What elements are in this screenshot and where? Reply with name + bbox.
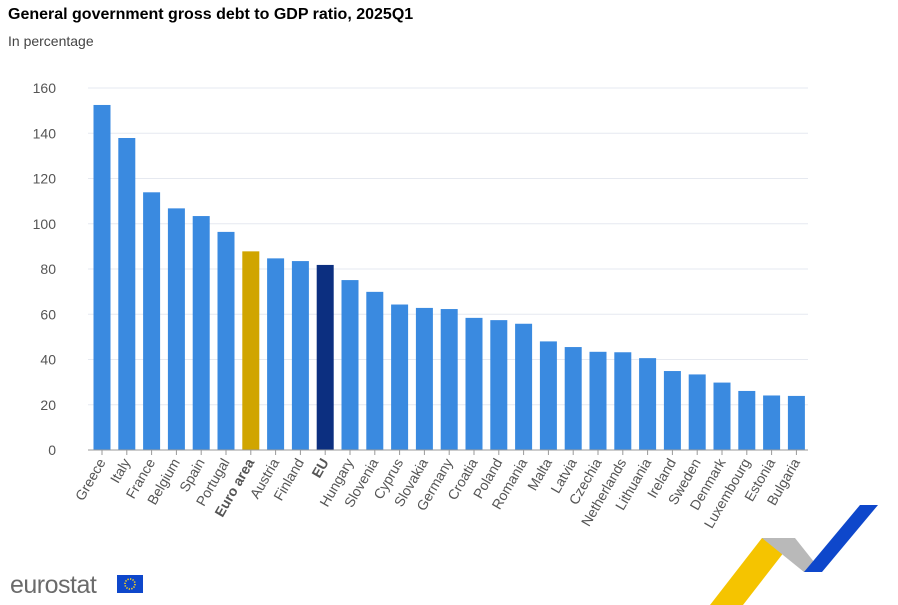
y-tick-label: 140 bbox=[33, 125, 57, 141]
y-tick-label: 20 bbox=[40, 397, 56, 413]
bar-greece bbox=[93, 104, 111, 450]
y-tick-label: 80 bbox=[40, 261, 56, 277]
bar-netherlands bbox=[614, 352, 632, 450]
bar-denmark bbox=[713, 382, 731, 450]
bar-estonia bbox=[763, 395, 781, 450]
bar-france bbox=[143, 192, 161, 450]
bar-cyprus bbox=[391, 304, 409, 450]
bar-croatia bbox=[465, 317, 483, 450]
bar-italy bbox=[118, 138, 136, 450]
y-tick-label: 100 bbox=[33, 216, 57, 232]
bar-ireland bbox=[663, 371, 681, 450]
bar-malta bbox=[539, 341, 557, 450]
chart-subtitle: In percentage bbox=[8, 33, 94, 49]
y-tick-label: 160 bbox=[33, 80, 57, 96]
bar-hungary bbox=[341, 280, 359, 450]
eurostat-ribbon-graphic bbox=[710, 505, 878, 605]
bar-czechia bbox=[589, 351, 607, 450]
bar-belgium bbox=[167, 208, 185, 450]
bar-portugal bbox=[217, 231, 235, 450]
eu-flag-icon bbox=[117, 575, 143, 593]
bar-euro-area bbox=[242, 251, 260, 450]
bar-germany bbox=[440, 309, 458, 450]
y-tick-label: 60 bbox=[40, 306, 56, 322]
bar-sweden bbox=[688, 374, 706, 450]
x-tick-label: Greece bbox=[72, 455, 109, 503]
bar-romania bbox=[515, 323, 533, 450]
bar-bulgaria bbox=[787, 395, 805, 450]
bar-poland bbox=[490, 320, 508, 450]
x-tick-label: EU bbox=[308, 456, 332, 481]
chart-title: General government gross debt to GDP rat… bbox=[8, 6, 414, 23]
y-tick-label: 120 bbox=[33, 171, 57, 187]
bar-finland bbox=[291, 261, 309, 450]
bar-eu bbox=[316, 264, 334, 450]
bar-austria bbox=[267, 258, 285, 450]
y-tick-label: 40 bbox=[40, 352, 56, 368]
eurostat-logo: eurostat bbox=[10, 571, 97, 599]
bar-luxembourg bbox=[738, 390, 756, 450]
bar-spain bbox=[192, 216, 210, 450]
bar-slovakia bbox=[415, 307, 433, 450]
y-tick-label: 0 bbox=[48, 442, 56, 458]
bar-slovenia bbox=[366, 291, 384, 450]
bar-lithuania bbox=[639, 358, 657, 450]
bar-latvia bbox=[564, 347, 582, 450]
